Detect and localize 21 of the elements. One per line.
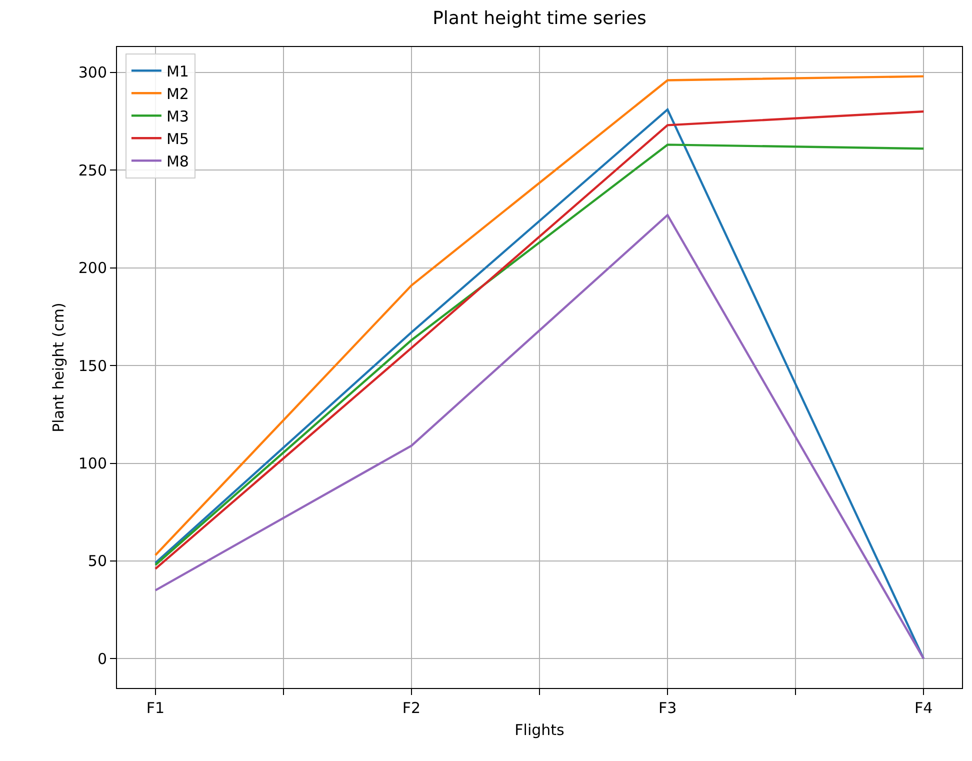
line-series (154, 108, 925, 660)
y-tick-label: 300 (78, 64, 107, 82)
x-tick-label: F1 (146, 699, 164, 717)
legend-label: M3 (166, 108, 189, 126)
legend-label: M5 (166, 130, 189, 148)
x-tick-label: F4 (914, 699, 933, 717)
y-tick-label: 50 (88, 552, 107, 570)
x-tick-label: F3 (658, 699, 677, 717)
x-tick-label: F2 (402, 699, 421, 717)
legend-label: M2 (166, 85, 189, 104)
chart-title: Plant height time series (432, 8, 646, 30)
y-tick-label: 0 (97, 650, 107, 668)
y-tick-label: 250 (78, 161, 107, 180)
y-tick-label: 150 (78, 356, 107, 375)
y-tick-label: 100 (78, 454, 107, 473)
legend-label: M1 (166, 62, 189, 81)
legend-label: M8 (166, 152, 189, 171)
x-axis-title: Flights (514, 721, 565, 739)
y-axis-title: Plant height (cm) (50, 302, 68, 432)
line-series (154, 214, 925, 660)
y-tick-label: 200 (78, 259, 107, 278)
